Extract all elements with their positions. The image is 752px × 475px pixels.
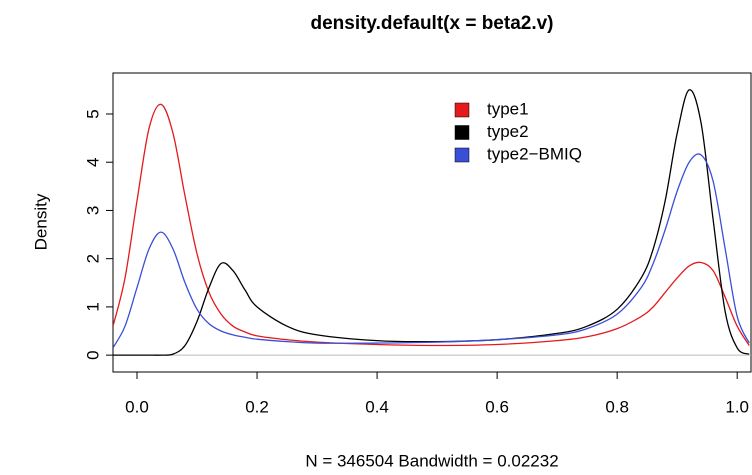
x-tick-label: 0.4 <box>365 397 389 416</box>
legend-label: type2 <box>487 122 529 141</box>
x-tick-label: 0.2 <box>245 397 269 416</box>
y-axis-label: Density <box>31 193 50 250</box>
y-tick-label: 4 <box>83 157 102 166</box>
legend-swatch <box>454 147 470 163</box>
x-tick-label: 1.0 <box>725 397 749 416</box>
legend-swatch <box>454 102 470 118</box>
y-tick-label: 2 <box>83 254 102 263</box>
y-tick-label: 0 <box>83 350 102 359</box>
legend-label: type1 <box>487 99 529 118</box>
legend-label: type2−BMIQ <box>487 144 582 163</box>
density-line <box>113 89 750 356</box>
density-line <box>113 103 750 347</box>
plot-frame <box>112 72 752 373</box>
x-tick-label: 0.6 <box>485 397 509 416</box>
legend-swatch <box>454 125 470 140</box>
chart-title: density.default(x = beta2.v) <box>310 13 553 34</box>
x-tick-label: 0.8 <box>605 397 629 416</box>
y-tick-label: 1 <box>83 302 102 311</box>
x-axis-label: N = 346504 Bandwidth = 0.02232 <box>305 451 558 470</box>
y-tick-label: 3 <box>83 206 102 215</box>
x-tick-label: 0.0 <box>125 397 149 416</box>
y-tick-label: 5 <box>83 109 102 118</box>
density-line <box>113 153 750 349</box>
